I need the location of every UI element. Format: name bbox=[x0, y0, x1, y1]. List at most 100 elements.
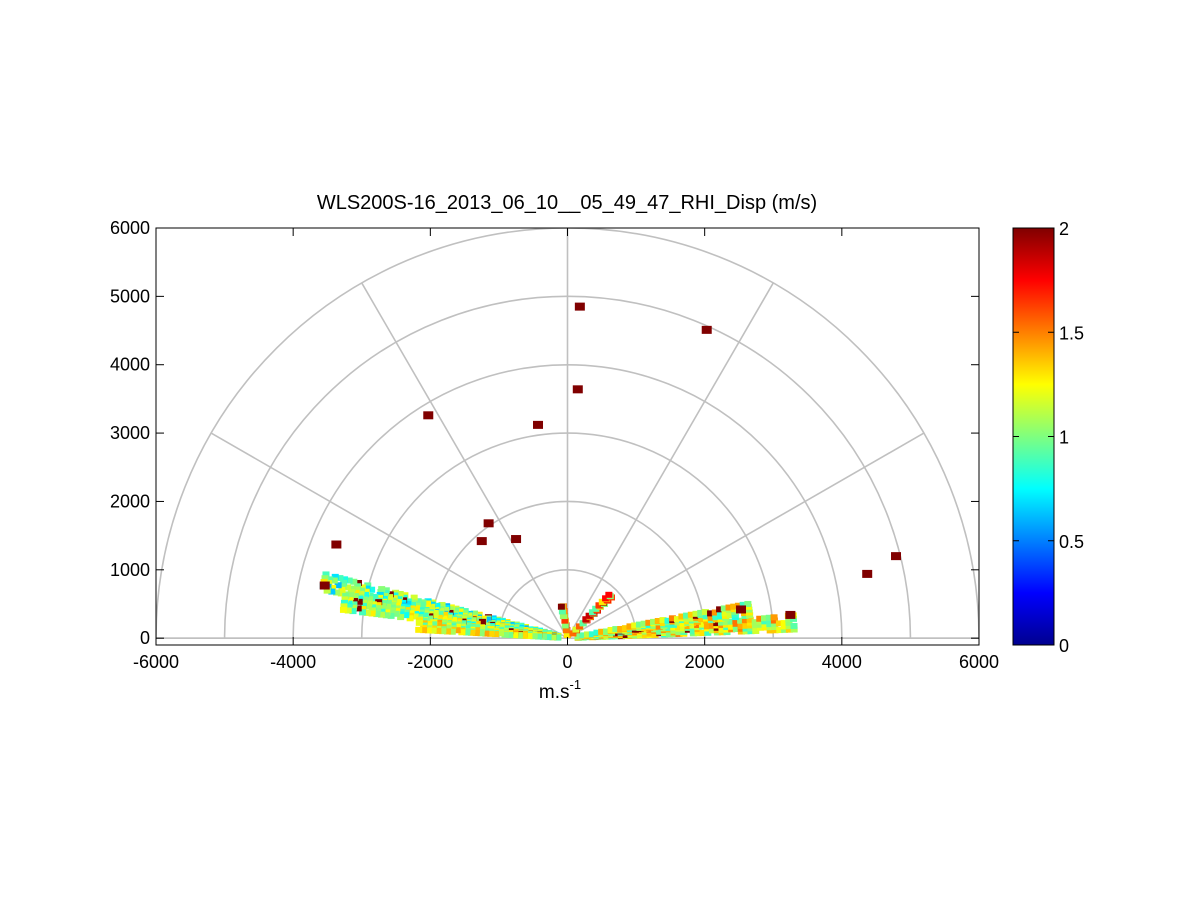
beam-cell bbox=[365, 597, 373, 604]
beam-cell bbox=[450, 617, 458, 624]
x-tick-label: 0 bbox=[562, 652, 572, 672]
beam-cell bbox=[730, 603, 738, 610]
beam-cell bbox=[557, 603, 565, 610]
beam-cell bbox=[333, 589, 341, 596]
y-tick-label: 2000 bbox=[110, 491, 150, 511]
beam-cell bbox=[679, 620, 687, 627]
beam-cell bbox=[337, 590, 345, 597]
beam-cell bbox=[357, 590, 365, 597]
beam-cell bbox=[346, 593, 354, 600]
beam-cell bbox=[434, 627, 442, 634]
beam-cell bbox=[554, 634, 562, 641]
beam-cell bbox=[418, 601, 426, 608]
beam-cell bbox=[347, 588, 355, 595]
beam-cell bbox=[593, 629, 601, 636]
beam-cell bbox=[688, 615, 696, 622]
beam-cell bbox=[766, 617, 774, 624]
polar-spoke-60 bbox=[566, 282, 774, 639]
beam-cell bbox=[360, 599, 368, 606]
beam-cell bbox=[559, 613, 567, 620]
beam-cell bbox=[387, 612, 395, 619]
x-tick-label: 2000 bbox=[685, 652, 725, 672]
beam-cell bbox=[737, 617, 745, 624]
beam-cell bbox=[665, 624, 673, 631]
beam-cell bbox=[584, 631, 592, 638]
beam-cell bbox=[679, 625, 687, 632]
colorbar-tick-label: 2 bbox=[1059, 219, 1069, 239]
beam-cell bbox=[326, 576, 334, 583]
beam-cell bbox=[501, 631, 509, 638]
y-tick-label: 6000 bbox=[110, 218, 150, 238]
beam-cell bbox=[349, 608, 357, 615]
beam-cell bbox=[329, 584, 337, 591]
beam-cell bbox=[561, 622, 569, 629]
beam-cell bbox=[722, 619, 730, 626]
beam-cell bbox=[511, 632, 519, 639]
beam-cell bbox=[664, 617, 672, 624]
beam-cell bbox=[368, 610, 376, 617]
beam-cell bbox=[612, 626, 620, 633]
beam-cell bbox=[746, 616, 754, 623]
beam-cell bbox=[440, 615, 448, 622]
beam-cell bbox=[702, 613, 710, 620]
beam-cell bbox=[424, 600, 432, 607]
beam-cell bbox=[506, 631, 514, 638]
beam-cell bbox=[365, 600, 373, 607]
y-axis: 0 1000 2000 3000 4000 5000 6000 bbox=[110, 218, 979, 648]
beam-cell bbox=[716, 606, 724, 613]
beam-cell bbox=[448, 628, 456, 635]
beam-cell bbox=[359, 609, 367, 616]
beam-cell bbox=[602, 595, 610, 602]
beam-cell bbox=[478, 618, 486, 625]
beam-cell bbox=[645, 619, 653, 626]
beam-cell bbox=[444, 624, 452, 631]
beam-cell bbox=[415, 619, 423, 626]
beam-cell bbox=[330, 577, 338, 584]
beam-cell bbox=[701, 609, 709, 616]
beam-left-mid bbox=[339, 592, 562, 640]
beam-cell bbox=[406, 615, 414, 622]
beam-cell bbox=[780, 623, 788, 630]
beam-data bbox=[319, 571, 798, 641]
beam-cell bbox=[739, 601, 747, 608]
beam-cell bbox=[785, 623, 793, 630]
beam-cell bbox=[716, 611, 724, 618]
beam-cell bbox=[699, 629, 707, 636]
beam-cell bbox=[338, 586, 346, 593]
data-point-3 bbox=[423, 411, 434, 420]
y-tick-label: 0 bbox=[140, 628, 150, 648]
beam-cell bbox=[482, 624, 490, 631]
beam-cell bbox=[607, 626, 615, 633]
beam-cell bbox=[579, 620, 587, 627]
beam-cell bbox=[574, 633, 582, 640]
beam-cell bbox=[354, 605, 362, 612]
x-axis: -6000 -4000 -2000 0 2000 4000 6000 bbox=[133, 228, 999, 672]
beam-cell bbox=[732, 618, 740, 625]
beam-cell bbox=[321, 575, 329, 582]
beam-cell bbox=[378, 611, 386, 618]
beam-cell bbox=[359, 606, 367, 613]
beam-cell bbox=[673, 616, 681, 623]
beam-cell bbox=[785, 616, 793, 623]
beam-cell bbox=[585, 612, 593, 619]
beam-cell bbox=[358, 587, 366, 594]
data-point-4 bbox=[533, 420, 544, 429]
beam-cell bbox=[361, 596, 369, 603]
beam-cell bbox=[339, 606, 347, 613]
beam-cell bbox=[368, 586, 376, 593]
beam-cell bbox=[692, 610, 700, 617]
beam-cell bbox=[737, 623, 745, 630]
beam-cell bbox=[341, 576, 349, 583]
beam-cell bbox=[790, 626, 798, 633]
data-point-2 bbox=[572, 385, 583, 394]
beam-cell bbox=[659, 617, 667, 624]
beam-cell bbox=[349, 604, 357, 611]
beam-cell bbox=[761, 621, 769, 628]
beam-cell bbox=[340, 603, 348, 610]
beam-cell bbox=[761, 615, 769, 622]
beam-cell bbox=[588, 609, 596, 616]
colorbar-tick-label: 1.5 bbox=[1059, 323, 1084, 343]
beam-cell bbox=[373, 611, 381, 618]
beam-cell bbox=[770, 617, 778, 624]
